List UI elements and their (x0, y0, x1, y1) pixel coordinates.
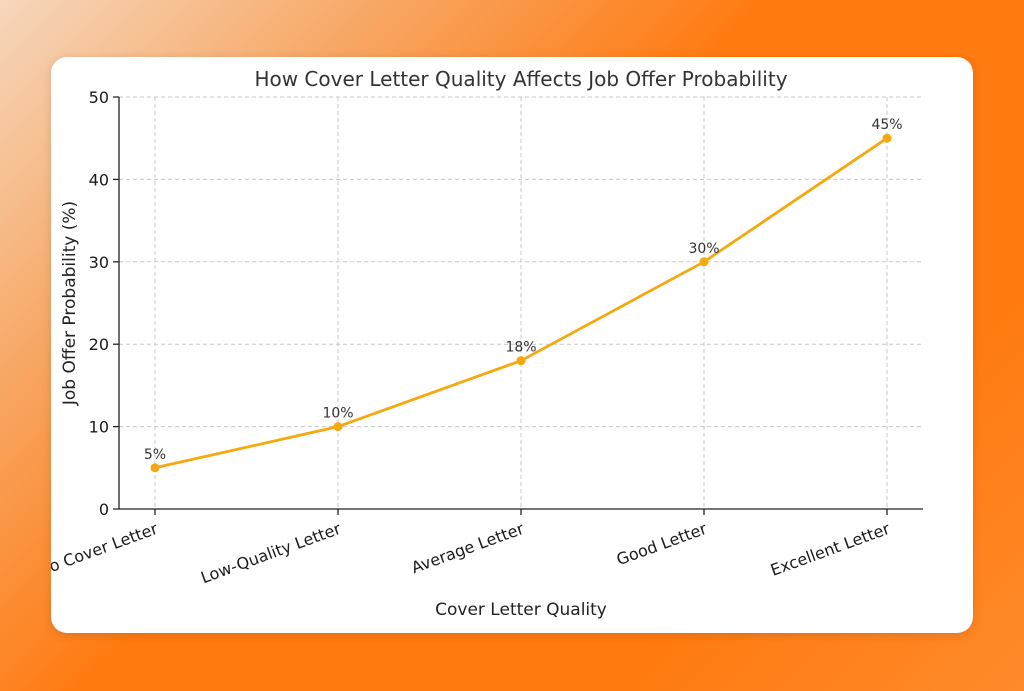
data-point-marker (150, 463, 160, 473)
x-tick-label: No Cover Letter (51, 519, 161, 580)
y-tick-label: 0 (99, 500, 109, 519)
y-axis-label: Job Offer Probability (%) (60, 201, 80, 406)
y-tick-label: 40 (89, 170, 109, 189)
data-point-marker (333, 422, 343, 432)
data-point-marker (516, 356, 526, 366)
y-tick-label: 10 (89, 418, 109, 437)
y-tick-label: 20 (89, 335, 109, 354)
chart-card: How Cover Letter Quality Affects Job Off… (51, 57, 973, 633)
y-tick-labels: 0 10 20 30 40 50 (89, 88, 109, 519)
data-point-marker (699, 257, 709, 267)
x-tick-labels: No Cover Letter Low-Quality Letter Average… (51, 519, 893, 587)
data-point-label: 10% (322, 406, 353, 422)
x-tick-label: Average Letter (409, 519, 527, 577)
y-tick-label: 30 (89, 253, 109, 272)
data-point-marker (882, 133, 892, 143)
data-point-label: 45% (871, 117, 902, 133)
x-axis-label: Cover Letter Quality (435, 600, 607, 620)
x-tick-label: Low-Quality Letter (198, 519, 344, 587)
line-chart: How Cover Letter Quality Affects Job Off… (51, 67, 923, 620)
data-labels: 5% 10% 18% 30% 45% (144, 117, 903, 463)
y-tick-label: 50 (89, 88, 109, 107)
axes (113, 96, 923, 515)
data-point-label: 18% (505, 340, 536, 356)
chart-title: How Cover Letter Quality Affects Job Off… (254, 67, 787, 91)
series-line (150, 133, 892, 473)
grid-lines (119, 96, 923, 509)
data-point-label: 5% (144, 447, 166, 463)
data-point-label: 30% (688, 241, 719, 257)
x-tick-label: Excellent Letter (768, 519, 893, 580)
x-tick-label: Good Letter (614, 519, 710, 569)
